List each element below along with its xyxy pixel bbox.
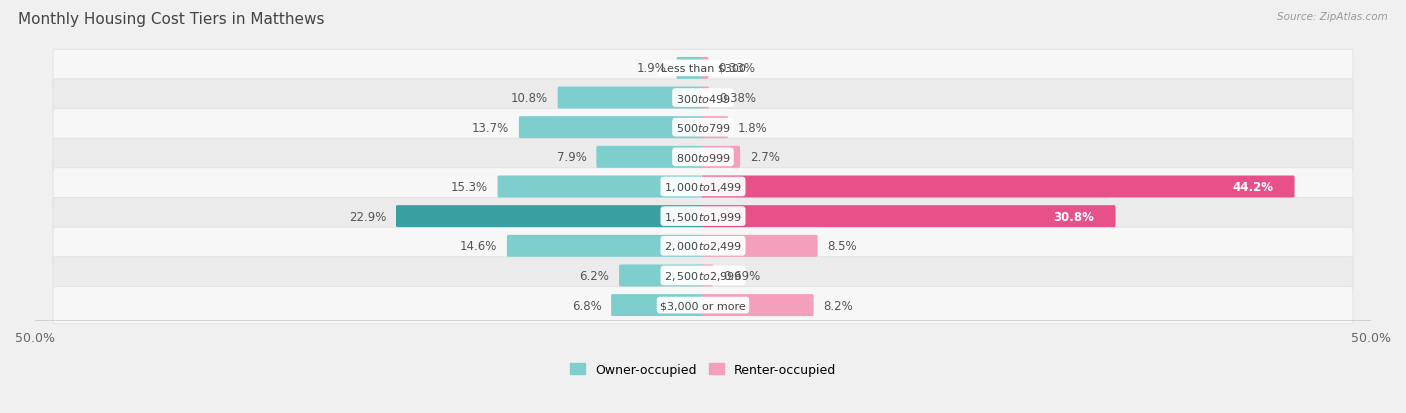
Text: 15.3%: 15.3% [451,180,488,194]
Text: $800 to $999: $800 to $999 [675,152,731,164]
FancyBboxPatch shape [702,117,728,139]
Text: 10.8%: 10.8% [510,92,548,105]
Text: Source: ZipAtlas.com: Source: ZipAtlas.com [1277,12,1388,22]
FancyBboxPatch shape [53,139,1353,176]
Text: 1.9%: 1.9% [637,62,666,75]
Text: Less than $300: Less than $300 [661,64,745,74]
FancyBboxPatch shape [702,235,818,257]
Text: $300 to $499: $300 to $499 [675,92,731,104]
Text: 0.33%: 0.33% [718,62,755,75]
Text: Monthly Housing Cost Tiers in Matthews: Monthly Housing Cost Tiers in Matthews [18,12,325,27]
Text: 13.7%: 13.7% [472,121,509,134]
Text: $3,000 or more: $3,000 or more [661,300,745,310]
Text: 8.2%: 8.2% [824,299,853,312]
Text: 8.5%: 8.5% [827,240,856,253]
Text: 1.8%: 1.8% [738,121,768,134]
FancyBboxPatch shape [53,198,1353,235]
FancyBboxPatch shape [619,265,704,287]
Text: $2,500 to $2,999: $2,500 to $2,999 [664,269,742,282]
FancyBboxPatch shape [676,58,704,80]
Text: 44.2%: 44.2% [1233,180,1274,194]
FancyBboxPatch shape [53,287,1353,324]
FancyBboxPatch shape [508,235,704,257]
FancyBboxPatch shape [53,80,1353,117]
FancyBboxPatch shape [612,294,704,316]
FancyBboxPatch shape [558,87,704,109]
FancyBboxPatch shape [498,176,704,198]
FancyBboxPatch shape [702,87,709,109]
FancyBboxPatch shape [596,147,704,169]
FancyBboxPatch shape [53,50,1353,87]
Text: 0.38%: 0.38% [718,92,756,105]
FancyBboxPatch shape [702,294,814,316]
Text: $1,500 to $1,999: $1,500 to $1,999 [664,210,742,223]
Text: 0.69%: 0.69% [723,269,761,282]
FancyBboxPatch shape [702,147,740,169]
Text: 7.9%: 7.9% [557,151,586,164]
Text: $1,000 to $1,499: $1,000 to $1,499 [664,180,742,194]
FancyBboxPatch shape [53,109,1353,147]
FancyBboxPatch shape [702,58,709,80]
FancyBboxPatch shape [396,206,704,228]
FancyBboxPatch shape [702,265,713,287]
Text: 22.9%: 22.9% [349,210,387,223]
FancyBboxPatch shape [702,176,1295,198]
Text: 6.2%: 6.2% [579,269,609,282]
FancyBboxPatch shape [702,206,1115,228]
Text: 6.8%: 6.8% [572,299,602,312]
FancyBboxPatch shape [519,117,704,139]
FancyBboxPatch shape [53,257,1353,294]
Text: 30.8%: 30.8% [1053,210,1094,223]
Text: 2.7%: 2.7% [749,151,780,164]
Text: 14.6%: 14.6% [460,240,498,253]
Text: $500 to $799: $500 to $799 [675,122,731,134]
FancyBboxPatch shape [53,228,1353,265]
Legend: Owner-occupied, Renter-occupied: Owner-occupied, Renter-occupied [565,358,841,381]
Text: $2,000 to $2,499: $2,000 to $2,499 [664,240,742,253]
FancyBboxPatch shape [53,169,1353,206]
